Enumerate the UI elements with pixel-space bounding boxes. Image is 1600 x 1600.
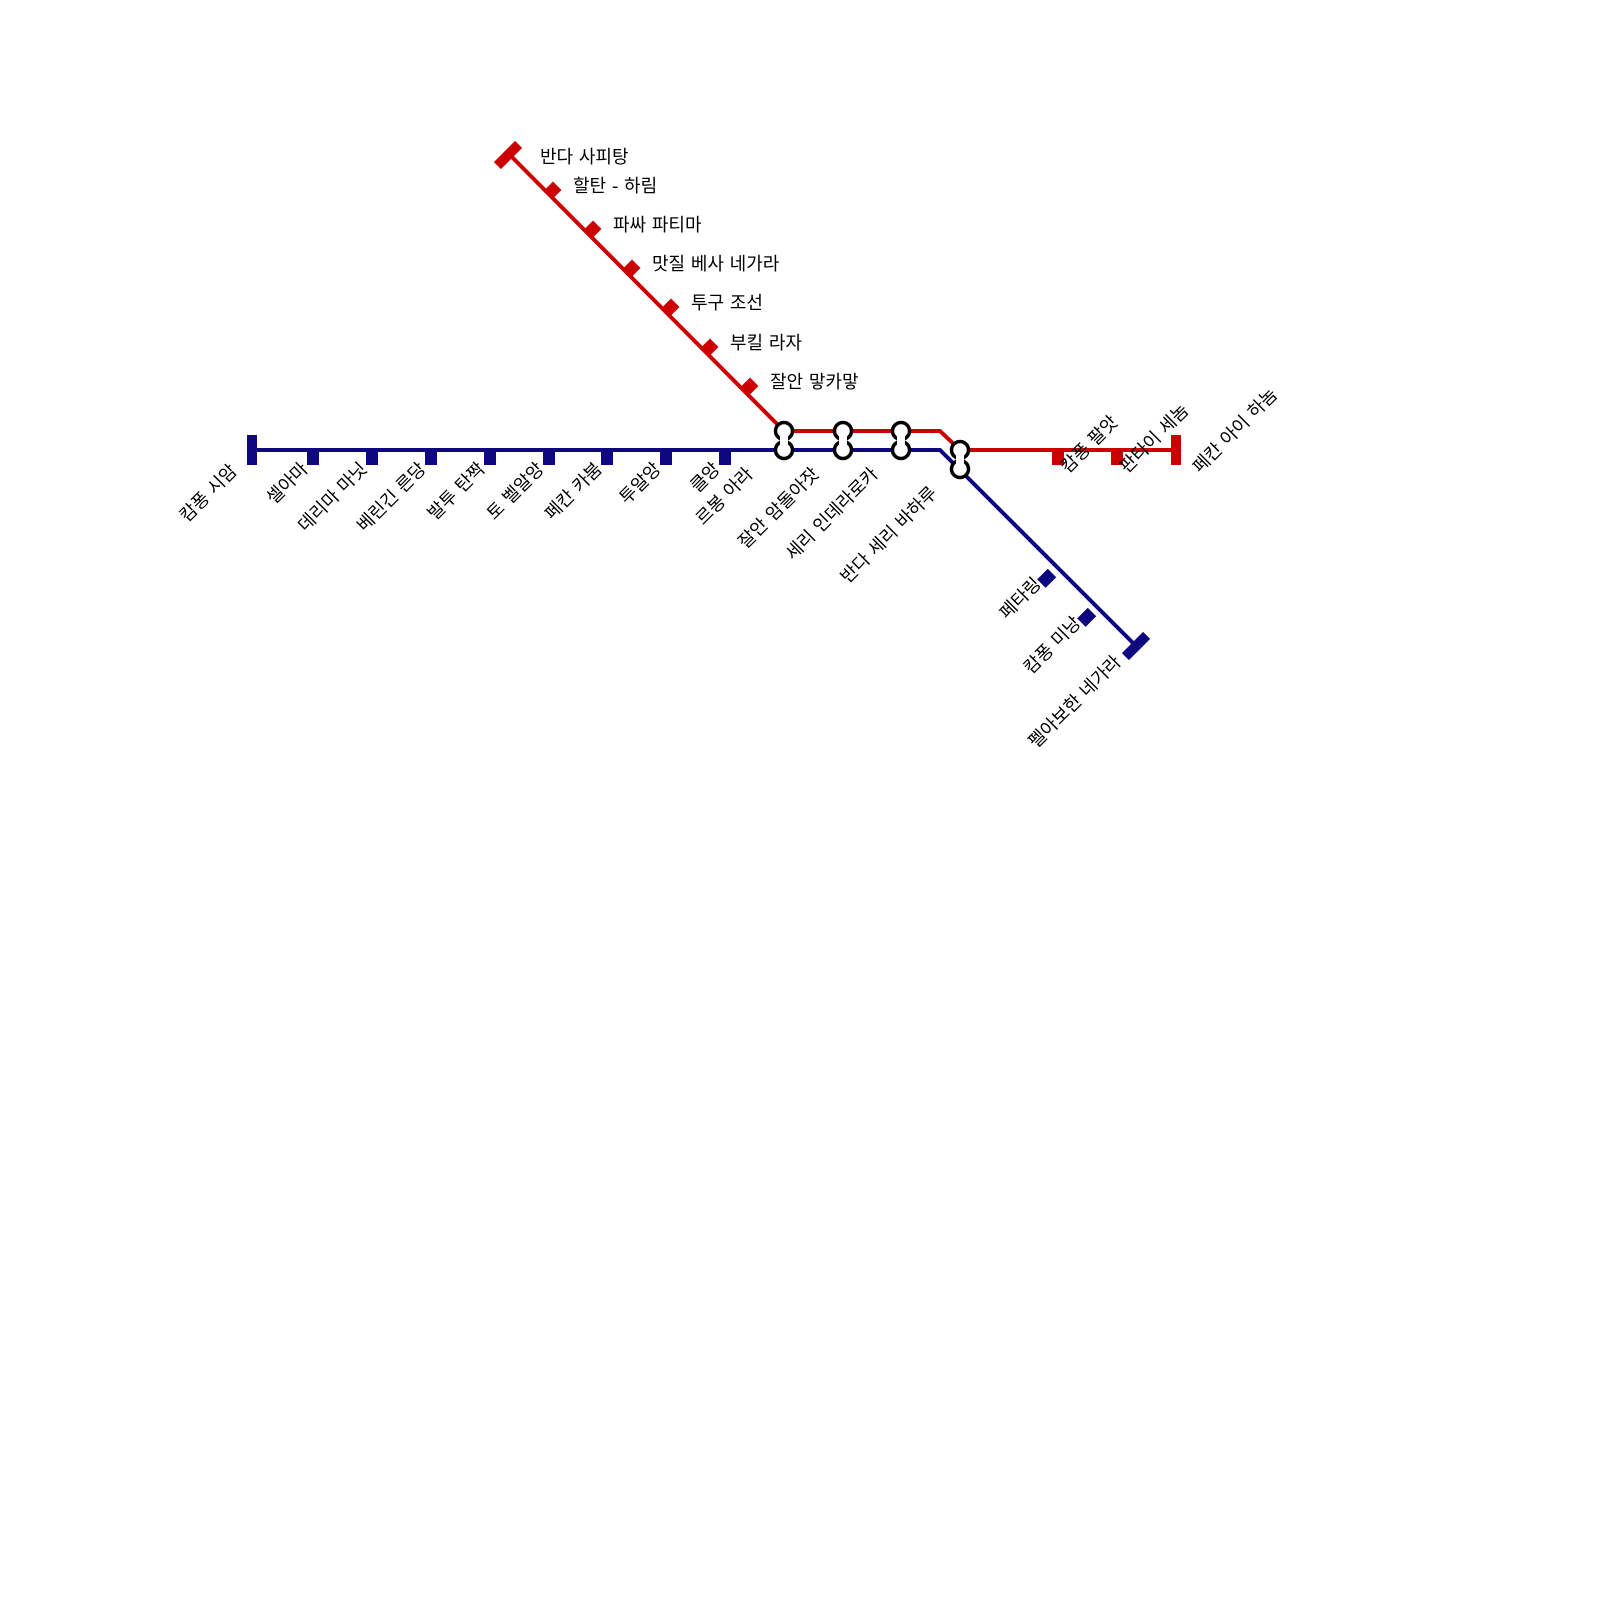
terminus-marker <box>247 435 257 465</box>
terminus-marker <box>493 140 523 170</box>
station-tick <box>307 450 319 465</box>
station-label: 캄퐁 팔앗 <box>1057 412 1123 478</box>
station-tick <box>425 450 437 465</box>
station-label: 발투 탄짝 <box>424 459 490 525</box>
station-label: 부킬 라자 <box>730 333 802 354</box>
station-tick <box>623 259 641 277</box>
station-label: 투알앙 <box>616 459 666 509</box>
station-tick <box>701 338 719 356</box>
station-tick <box>484 450 496 465</box>
station-label: 반다 사피탕 <box>540 147 629 168</box>
interchange-connector <box>780 433 788 448</box>
interchange-connector <box>956 452 964 467</box>
station-label: 페칸 카붐 <box>541 459 607 525</box>
terminus-marker <box>1171 435 1181 465</box>
station-label: 할탄 - 하림 <box>573 176 657 197</box>
station-tick <box>1052 450 1064 465</box>
station-tick <box>662 298 680 316</box>
station-label: 캄퐁 미낭 <box>1020 613 1086 679</box>
station-label: 캄퐁 시암 <box>176 461 242 527</box>
terminus-marker <box>1121 631 1151 661</box>
station-label: 페타링 <box>996 574 1046 624</box>
station-tick <box>544 181 562 199</box>
station-label: 판타이 세놈 <box>1116 400 1193 477</box>
station-tick <box>741 377 759 395</box>
station-tick <box>584 220 602 238</box>
station-tick <box>366 450 378 465</box>
interchange-connector <box>897 433 905 448</box>
station-tick <box>1037 568 1057 588</box>
station-label: 파싸 파티마 <box>613 215 702 236</box>
station-tick <box>601 450 613 465</box>
interchange-connector <box>839 433 847 448</box>
station-tick <box>1077 607 1097 627</box>
station-tick <box>660 450 672 465</box>
station-label: 맛질 베사 네가라 <box>652 254 780 275</box>
red-line <box>506 151 1176 452</box>
blue-line <box>252 448 1138 648</box>
station-label: 투구 조선 <box>691 293 763 314</box>
station-label: 잘안 맣카맣 <box>770 372 859 393</box>
station-tick <box>1111 450 1123 465</box>
station-label: 셀아마 <box>263 458 313 508</box>
station-label: 토 벨알앙 <box>483 459 549 525</box>
station-tick <box>719 450 731 465</box>
station-tick <box>543 450 555 465</box>
station-label: 페칸 아이 하놈 <box>1189 384 1282 477</box>
